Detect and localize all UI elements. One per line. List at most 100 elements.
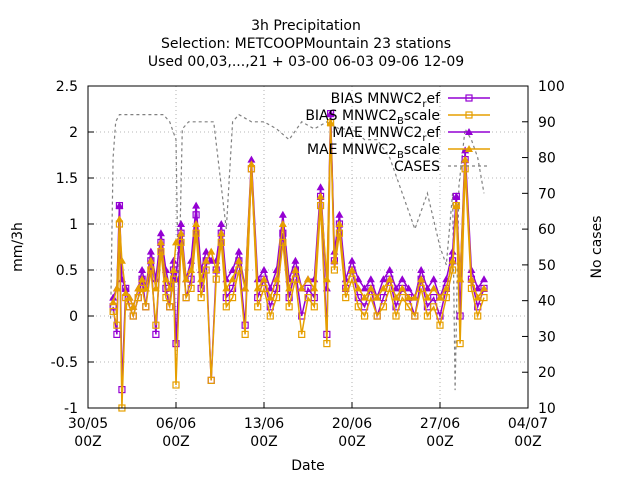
series-mae-mnwc2-bscale xyxy=(109,118,488,310)
y-tick-label: 1.5 xyxy=(56,171,78,187)
data-point xyxy=(241,330,249,338)
legend-marker xyxy=(465,111,473,119)
y2-tick-label: 60 xyxy=(538,222,556,238)
data-point xyxy=(373,312,381,320)
data-point xyxy=(162,294,170,302)
x-tick-label-time: 00Z xyxy=(426,434,453,450)
data-point xyxy=(152,330,160,338)
x-tick-label-time: 00Z xyxy=(338,434,365,450)
data-point xyxy=(461,155,470,163)
legend-label-sub: B xyxy=(397,116,404,127)
data-point xyxy=(134,284,143,292)
data-point xyxy=(335,210,344,218)
data-point xyxy=(272,275,281,283)
data-point xyxy=(310,303,318,311)
data-point xyxy=(212,275,220,283)
y2-tick-label: 90 xyxy=(538,115,556,131)
y2-tick-label: 20 xyxy=(538,365,556,381)
x-axis-ticks: 30/05 00Z 06/06 00Z 13/06 00Z 20/06 00Z 27/06 00Z… xyxy=(68,402,548,450)
y-tick-label: 0 xyxy=(69,309,78,325)
y2-tick-label: 10 xyxy=(538,401,556,417)
data-point xyxy=(480,284,488,292)
data-point xyxy=(360,284,369,292)
data-point xyxy=(121,289,130,296)
y-tick-label: 1 xyxy=(69,217,78,233)
data-point xyxy=(322,275,331,283)
data-point xyxy=(448,266,457,274)
data-point xyxy=(385,266,394,273)
data-point xyxy=(304,284,312,292)
data-point xyxy=(222,303,230,311)
legend-label: BIAS MNWC2Bscale xyxy=(305,108,440,127)
y-tick-label: -0.5 xyxy=(51,355,78,371)
legend-marker xyxy=(465,94,473,102)
x-tick-label: 13/06 xyxy=(244,416,284,432)
data-point xyxy=(326,118,335,126)
legend-entry: MAE MNWC2Bscale xyxy=(307,142,490,161)
data-point xyxy=(207,376,215,384)
legend-marker xyxy=(465,145,473,152)
legend-label-main: CASES xyxy=(394,159,440,175)
legend-label: MAE MNWC2Bscale xyxy=(307,142,440,161)
data-point xyxy=(385,275,394,283)
data-point xyxy=(417,266,426,273)
chart-title-line: 3h Precipitation xyxy=(251,18,361,34)
y2-axis-label: No cases xyxy=(589,216,605,279)
legend-label-tail: ef xyxy=(426,125,441,141)
data-point xyxy=(341,284,350,292)
legend-entry: MAE MNWC2ref xyxy=(332,125,490,144)
x-tick-label-time: 00Z xyxy=(74,434,101,450)
data-point xyxy=(430,294,438,302)
legend-entry: BIAS MNWC2Bscale xyxy=(305,108,490,127)
chart-title-line: Used 00,03,...,21 + 03-00 06-03 09-06 12… xyxy=(148,54,464,70)
data-point xyxy=(146,247,155,255)
chart-titles: 3h Precipitation Selection: METCOOPMounta… xyxy=(148,18,464,70)
legend-entry: CASES xyxy=(394,159,490,175)
data-point xyxy=(411,312,419,320)
data-point xyxy=(404,293,413,301)
data-point xyxy=(253,284,262,292)
data-point xyxy=(228,284,237,292)
legend-label-sub: B xyxy=(397,150,404,161)
data-point xyxy=(182,275,191,283)
data-point xyxy=(474,312,482,320)
data-point xyxy=(367,294,375,302)
data-point xyxy=(165,284,174,292)
data-point xyxy=(297,284,306,292)
data-point xyxy=(392,293,400,301)
data-point xyxy=(161,266,170,273)
data-point xyxy=(247,160,256,168)
data-point xyxy=(379,303,388,311)
data-point xyxy=(172,340,180,348)
x-tick-label-time: 00Z xyxy=(250,434,277,450)
data-point xyxy=(146,256,155,264)
data-point xyxy=(354,303,362,311)
data-point xyxy=(285,284,294,292)
data-point xyxy=(228,294,237,302)
data-point xyxy=(448,256,457,264)
data-point xyxy=(452,192,461,200)
legend-entry: BIAS MNWC2ref xyxy=(331,91,490,110)
data-point xyxy=(138,266,147,273)
data-point xyxy=(404,284,413,292)
data-point xyxy=(436,321,444,329)
legend-label-tail: ef xyxy=(426,91,441,107)
data-point xyxy=(456,275,465,283)
data-point xyxy=(410,293,419,301)
series-layer xyxy=(109,109,488,412)
data-point xyxy=(177,220,186,227)
data-point xyxy=(278,220,287,227)
legend-label-tail: scale xyxy=(404,108,440,124)
data-point xyxy=(138,275,147,283)
data-point xyxy=(404,303,413,311)
data-point xyxy=(142,303,150,311)
data-point xyxy=(161,275,170,283)
y2-tick-label: 70 xyxy=(538,186,556,202)
data-point xyxy=(442,294,450,302)
data-point xyxy=(366,284,375,292)
data-point xyxy=(109,307,117,315)
data-point xyxy=(417,275,426,283)
data-point xyxy=(247,155,256,163)
legend-label-sub: r xyxy=(422,133,427,144)
data-point xyxy=(202,256,211,264)
